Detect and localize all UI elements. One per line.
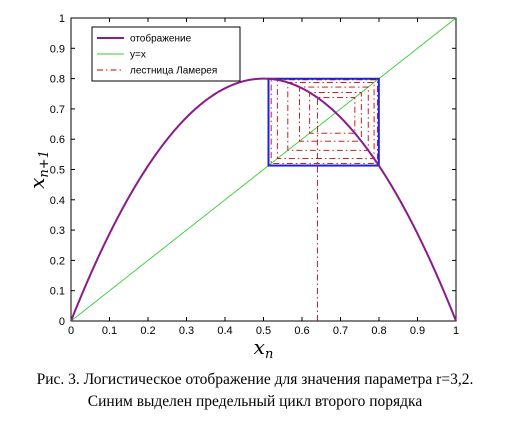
y-tick-label: 0.9 bbox=[50, 43, 65, 55]
figure-caption: Рис. 3. Логистическое отображение для зн… bbox=[0, 369, 510, 413]
y-tick-label: 0.8 bbox=[50, 74, 65, 86]
identity-line bbox=[70, 17, 457, 322]
logistic-map-chart: 0 0.1 0.2 0.3 0.4 0.5 0.6 0.7 0.8 0.9 1 0 0.1 0.2 0.3 0… bbox=[25, 13, 459, 362]
y-axis-label-subscript: n+1 bbox=[37, 150, 52, 178]
x-tick-label: 0.3 bbox=[179, 325, 194, 337]
x-tick-label: 0 bbox=[68, 325, 74, 337]
y-tick-label: 0 bbox=[59, 316, 65, 328]
x-tick-label: 0.5 bbox=[256, 325, 271, 337]
y-axis-label: xn+1 bbox=[25, 150, 52, 189]
x-axis-label: xn bbox=[254, 335, 274, 362]
x-tick-label: 0.8 bbox=[371, 325, 386, 337]
y-tick-label: 0.5 bbox=[50, 165, 65, 177]
legend-label: лестница Ламерея bbox=[130, 66, 217, 77]
x-tick-label: 0.6 bbox=[294, 325, 309, 337]
x-tick-label: 0.9 bbox=[410, 325, 425, 337]
caption-line-2: Синим выделен предельный цикл второго по… bbox=[87, 393, 423, 410]
legend-label: отображение bbox=[130, 33, 192, 45]
x-tick-label: 0.7 bbox=[333, 325, 348, 337]
y-tick-label: 0.1 bbox=[50, 286, 65, 298]
x-tick-label: 1 bbox=[453, 325, 459, 337]
legend-label: y=x bbox=[130, 50, 146, 61]
x-axis-label-subscript: n bbox=[265, 347, 273, 362]
y-tick-label: 0.3 bbox=[50, 225, 65, 237]
logistic-map-curve bbox=[70, 77, 457, 322]
x-tick-label: 0.2 bbox=[140, 325, 155, 337]
y-tick-label: 1 bbox=[59, 13, 65, 25]
axes: 0 0.1 0.2 0.3 0.4 0.5 0.6 0.7 0.8 0.9 1 0 0.1 0.2 0.3 0… bbox=[25, 13, 459, 362]
y-tick-label: 0.6 bbox=[50, 134, 65, 146]
x-tick-label: 0.4 bbox=[217, 325, 232, 337]
legend: отображение y=x лестница Ламерея bbox=[91, 26, 241, 82]
y-tick-label: 0.2 bbox=[50, 255, 65, 267]
caption-line-1: Рис. 3. Логистическое отображение для зн… bbox=[36, 371, 474, 388]
x-tick-label: 0.1 bbox=[102, 325, 117, 337]
y-tick-label: 0.7 bbox=[50, 104, 65, 116]
y-tick-label: 0.4 bbox=[50, 195, 65, 207]
limit-cycle-box bbox=[267, 77, 380, 167]
plot-area bbox=[70, 17, 457, 322]
